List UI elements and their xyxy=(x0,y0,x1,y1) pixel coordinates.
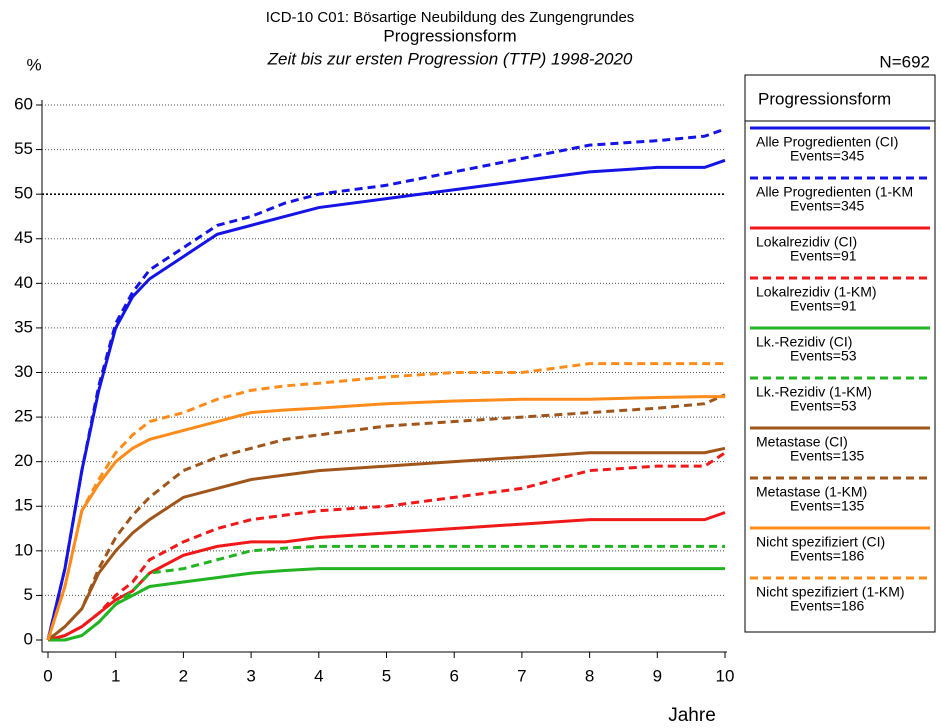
y-tick-label: 5 xyxy=(24,585,33,604)
y-tick-label: 50 xyxy=(14,184,33,203)
series-line xyxy=(46,362,725,641)
x-tick-label: 9 xyxy=(653,666,662,685)
legend-box xyxy=(744,74,936,633)
x-tick-label: 3 xyxy=(246,666,255,685)
legend-label: Metastase (1-KM) xyxy=(756,484,867,500)
x-tick-label: 10 xyxy=(716,666,735,685)
legend-label: Lokalrezidiv (CI) xyxy=(756,234,857,250)
series-line xyxy=(46,395,725,641)
chart-subtitle: Progressionsform xyxy=(383,26,516,45)
y-tick-label: 40 xyxy=(14,273,33,292)
y-tick-label: 45 xyxy=(14,228,33,247)
x-tick-label: 7 xyxy=(517,666,526,685)
y-tick-label: 35 xyxy=(14,317,33,336)
series-line xyxy=(47,511,726,642)
legend-label: Nicht spezifiziert (1-KM) xyxy=(756,584,905,600)
legend-events: Events=53 xyxy=(790,348,857,364)
x-tick-label: 5 xyxy=(382,666,391,685)
legend-label: Metastase (CI) xyxy=(756,434,848,450)
x-tick-label: 1 xyxy=(111,666,120,685)
y-tick-label: 20 xyxy=(14,451,33,470)
y-tick-label: 60 xyxy=(14,94,33,113)
x-tick-label: 2 xyxy=(179,666,188,685)
chart-title: ICD-10 C01: Bösartige Neubildung des Zun… xyxy=(266,9,635,26)
legend-label: Alle Progredienten (1-KM xyxy=(756,184,913,200)
series-line xyxy=(47,393,726,642)
n-label: N=692 xyxy=(879,52,930,71)
legend-title: Progressionsform xyxy=(758,89,891,108)
series-line xyxy=(47,451,726,642)
y-tick-label: 10 xyxy=(14,540,33,559)
x-tick-label: 8 xyxy=(585,666,594,685)
legend-label: Lk.-Rezidiv (1-KM) xyxy=(756,384,872,400)
series-line xyxy=(46,127,726,641)
x-axis-label: Jahre xyxy=(668,705,716,726)
legend-events: Events=135 xyxy=(790,498,865,514)
legend-events: Events=345 xyxy=(790,148,865,164)
legend-events: Events=91 xyxy=(790,248,857,264)
y-tick-label: 15 xyxy=(14,496,33,515)
y-axis-label: % xyxy=(26,55,41,74)
y-tick-label: 55 xyxy=(14,139,33,158)
legend-events: Events=345 xyxy=(790,198,865,214)
legend-label: Nicht spezifiziert (CI) xyxy=(756,534,885,550)
legend-label: Lk.-Rezidiv (CI) xyxy=(756,334,852,350)
legend-events: Events=91 xyxy=(790,298,857,314)
x-tick-label: 0 xyxy=(43,666,52,685)
legend-label: Alle Progredienten (CI) xyxy=(756,134,898,150)
legend-label: Lokalrezidiv (1-KM) xyxy=(756,284,877,300)
legend-events: Events=135 xyxy=(790,448,865,464)
series-line xyxy=(47,446,726,642)
x-tick-label: 4 xyxy=(314,666,323,685)
y-tick-label: 25 xyxy=(14,407,33,426)
series-line xyxy=(48,567,725,642)
y-tick-label: 0 xyxy=(24,629,33,648)
chart-subtitle: Zeit bis zur ersten Progression (TTP) 19… xyxy=(267,49,633,68)
legend-events: Events=53 xyxy=(790,398,857,414)
legend-events: Events=186 xyxy=(790,548,865,564)
x-tick-label: 6 xyxy=(449,666,458,685)
series-line xyxy=(48,544,725,642)
legend-events: Events=186 xyxy=(790,598,865,614)
y-tick-label: 30 xyxy=(14,362,33,381)
